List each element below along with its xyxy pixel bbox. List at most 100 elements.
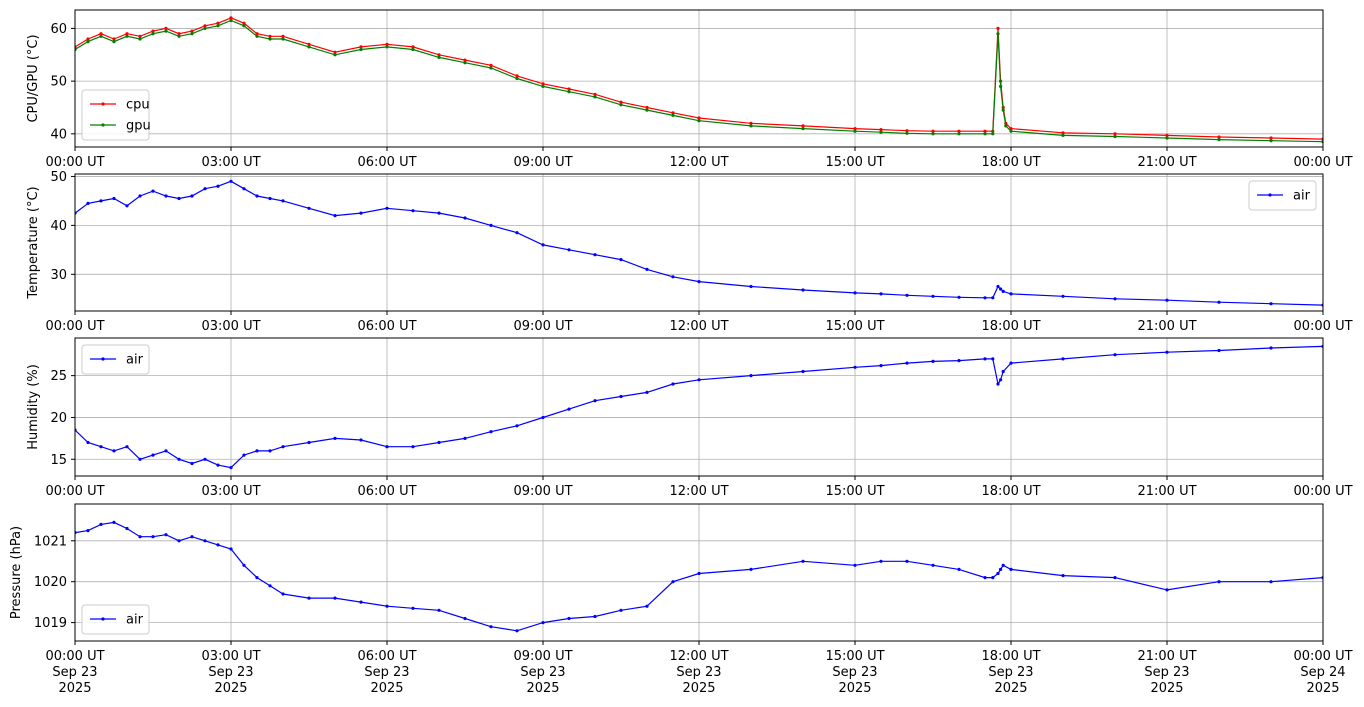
data-point <box>957 567 961 572</box>
series-cpu <box>75 16 1323 141</box>
data-point <box>112 196 116 201</box>
data-point <box>541 415 545 420</box>
x-tick-label: Sep 23 <box>988 665 1033 680</box>
y-tick-label: 25 <box>50 369 67 384</box>
x-tick-label: 21:00 UT <box>1137 649 1196 664</box>
data-point <box>138 194 142 198</box>
data-point <box>567 616 571 621</box>
data-point <box>1217 138 1221 142</box>
y-tick-label: 50 <box>50 75 67 90</box>
data-point <box>1113 297 1117 301</box>
y-tick-label: 50 <box>50 170 67 185</box>
data-point <box>385 42 389 46</box>
data-point <box>931 294 935 298</box>
legend: air <box>81 344 150 375</box>
data-point <box>268 584 272 588</box>
data-point <box>645 604 649 608</box>
legend-label-air: air <box>126 353 144 368</box>
data-point <box>177 457 181 461</box>
x-tick-label: 03:00 UT <box>201 649 260 664</box>
x-tick-label: Sep 23 <box>1144 665 1189 680</box>
x-tick-label: 18:00 UT <box>981 649 1040 664</box>
data-point <box>359 45 363 49</box>
data-point <box>567 407 571 411</box>
data-point <box>138 535 142 539</box>
data-point <box>437 440 441 445</box>
chart-panel-3: 15 20 25 00:00 UT 03:00 UT 06:00 UT 09:00 UT 12… <box>26 337 1353 499</box>
data-point <box>411 445 415 449</box>
x-tick-label: 03:00 UT <box>201 319 260 334</box>
y-tick-label: 40 <box>50 127 67 142</box>
data-point <box>999 378 1003 382</box>
data-point <box>619 608 623 612</box>
data-point <box>281 34 285 38</box>
x-tick-label: 18:00 UT <box>981 319 1040 334</box>
data-point <box>1009 127 1013 131</box>
chart-panel-2: 30 40 50 00:00 UT 03:00 UT 06:00 UT 09:00 UT 12… <box>26 170 1353 334</box>
data-point <box>164 26 168 30</box>
legend-label-gpu: gpu <box>126 119 151 134</box>
data-point <box>671 111 675 115</box>
data-point <box>1165 588 1169 592</box>
legend: air <box>1248 180 1317 211</box>
data-point <box>593 614 597 619</box>
legend-marker-air <box>1268 193 1272 197</box>
x-tick-label: 2025 <box>1150 681 1183 696</box>
data-point <box>359 600 363 604</box>
data-point <box>853 563 857 567</box>
y-axis-label: Temperature (°C) <box>26 186 41 299</box>
data-point <box>853 365 857 369</box>
x-tick-label: Sep 23 <box>52 665 97 680</box>
x-tick-label: 00:00 UT <box>1293 484 1352 499</box>
data-point <box>229 179 233 183</box>
data-point <box>1113 576 1117 580</box>
data-point <box>437 211 441 215</box>
data-point <box>593 253 597 257</box>
data-point <box>177 196 181 201</box>
data-point <box>229 547 233 551</box>
data-point <box>957 295 961 299</box>
data-point <box>853 129 857 133</box>
x-tick-label: Sep 23 <box>520 665 565 680</box>
y-tick-label: 1021 <box>34 534 67 549</box>
data-point <box>411 209 415 213</box>
data-point <box>411 47 415 52</box>
data-point <box>307 596 311 600</box>
data-point <box>268 37 272 41</box>
data-point <box>1001 369 1005 374</box>
data-point <box>1061 133 1065 137</box>
data-point <box>671 382 675 386</box>
x-tick-label: 00:00 UT <box>1293 649 1352 664</box>
x-tick-label: 06:00 UT <box>357 319 416 334</box>
y-axis-label: Humidity (%) <box>26 364 41 450</box>
data-point <box>255 449 259 453</box>
data-point <box>801 369 805 374</box>
series-line-air <box>75 180 1323 306</box>
x-tick-label: 12:00 UT <box>669 649 728 664</box>
data-point <box>151 32 155 36</box>
data-point <box>749 124 753 128</box>
data-point <box>749 284 753 289</box>
data-point <box>1001 289 1005 293</box>
data-point <box>437 53 441 57</box>
data-point <box>437 608 441 612</box>
data-point <box>697 280 701 284</box>
data-point <box>164 449 168 453</box>
data-point <box>996 571 1000 576</box>
legend-marker-air <box>101 357 105 361</box>
data-point <box>853 291 857 295</box>
chart-panel-1: 40 50 60 00:00 UT 03:00 UT 06:00 UT 09:00 UT 12… <box>26 9 1353 170</box>
x-tick-label: 00:00 UT <box>1293 319 1352 334</box>
data-point <box>1347 304 1350 307</box>
data-point <box>1347 139 1350 142</box>
data-point <box>333 596 337 600</box>
data-point <box>112 40 116 44</box>
data-point <box>242 24 246 28</box>
data-point <box>125 204 129 208</box>
data-point <box>1061 131 1065 135</box>
data-point <box>567 248 571 252</box>
data-point <box>671 113 675 117</box>
data-point <box>645 108 649 112</box>
data-point <box>749 567 753 572</box>
